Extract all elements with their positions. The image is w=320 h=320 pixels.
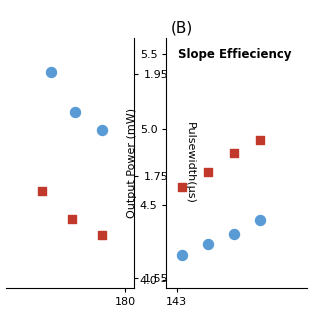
Point xyxy=(232,151,237,156)
Text: Slope Effieciency: Slope Effieciency xyxy=(178,48,291,61)
Point xyxy=(40,189,45,194)
Point xyxy=(69,217,75,222)
Point xyxy=(232,231,237,236)
Y-axis label: Pulsewidth(μs): Pulsewidth(μs) xyxy=(185,122,195,204)
Point xyxy=(72,110,77,115)
Point xyxy=(99,128,104,133)
Point xyxy=(180,252,185,257)
Point xyxy=(258,217,263,222)
Point xyxy=(180,184,185,189)
Y-axis label: Output Power (mW): Output Power (mW) xyxy=(127,108,137,218)
Point xyxy=(205,242,211,247)
Point xyxy=(258,137,263,142)
Point xyxy=(205,169,211,174)
Text: (B): (B) xyxy=(171,21,194,36)
Point xyxy=(99,232,104,237)
Point xyxy=(49,69,54,74)
